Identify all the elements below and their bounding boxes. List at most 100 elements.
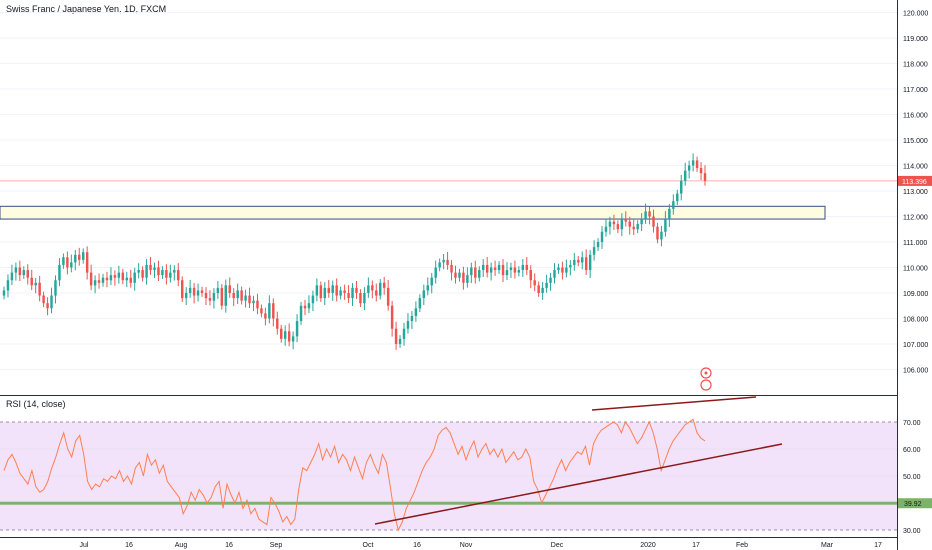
labels: 120.000 119.000 118.000 117.000 116.000 115.0… <box>80 11 932 549</box>
last-price-label: 113.396 <box>902 179 927 186</box>
candle-body <box>699 168 703 174</box>
candle-body <box>687 165 691 171</box>
price-tick-label: 114.000 <box>903 164 928 171</box>
price-tick-label: 120.000 <box>903 11 928 18</box>
candle-body <box>351 287 354 299</box>
candle-body <box>18 267 22 276</box>
candle-body <box>208 298 212 301</box>
rising-trendline <box>374 443 783 525</box>
candle-body <box>580 257 584 263</box>
candle-body <box>616 224 620 230</box>
candle-body <box>307 303 311 309</box>
support-level-line <box>0 501 897 505</box>
candle-body <box>347 293 350 299</box>
candle-body <box>113 275 117 278</box>
candle-body <box>161 270 164 276</box>
candle-body <box>557 267 560 271</box>
rsi-tick-label: 50.00 <box>903 474 921 481</box>
candle-body <box>54 280 57 296</box>
candle-body <box>216 287 220 293</box>
candle-body <box>691 160 695 166</box>
candle-body <box>446 259 449 265</box>
price-tick-label: 113.000 <box>903 189 928 196</box>
candle-body <box>58 264 61 281</box>
candle-body <box>323 287 327 299</box>
candle-body <box>46 303 49 309</box>
candle-body <box>660 231 663 240</box>
price-tick-label: 107.000 <box>903 342 928 349</box>
axes <box>0 0 898 550</box>
candle-body <box>173 270 176 273</box>
candle-body <box>573 259 576 265</box>
candle-body <box>196 290 200 296</box>
time-tick-label: 16 <box>125 542 133 549</box>
candle-body <box>22 270 26 276</box>
candle-body <box>315 285 319 296</box>
candle-body <box>38 282 41 296</box>
candle-body <box>470 267 473 276</box>
candle-body <box>608 221 612 227</box>
price-tick-label: 112.000 <box>903 215 928 222</box>
candle-body <box>521 264 525 271</box>
candle-body <box>553 270 556 278</box>
price-tick-label: 116.000 <box>903 113 928 120</box>
price-tick-label: 117.000 <box>903 87 928 94</box>
candle-body <box>656 226 659 240</box>
candle-body <box>363 293 366 304</box>
time-tick-label: Mar <box>821 542 834 549</box>
candle-body <box>117 272 121 278</box>
event-marker-icon <box>700 379 712 391</box>
candle-body <box>339 290 342 296</box>
candle-body <box>386 287 390 306</box>
candle-body <box>565 267 568 273</box>
candle-body <box>596 242 600 248</box>
candle-body <box>97 280 101 283</box>
candle-body <box>34 282 37 286</box>
candle-body <box>454 272 457 278</box>
candle-body <box>109 275 113 281</box>
time-tick-label: Aug <box>175 542 188 549</box>
candle-body <box>129 277 132 283</box>
candle-body <box>577 259 580 263</box>
candle-body <box>85 252 89 273</box>
candle-body <box>406 321 410 329</box>
candle-body <box>311 295 315 304</box>
rsi-tick-label: 70.00 <box>903 420 921 427</box>
rsi-tick-label: 30.00 <box>903 528 921 535</box>
candle-body <box>359 293 362 304</box>
candle-body <box>604 226 608 232</box>
candle-body <box>537 285 540 293</box>
candle-body <box>299 305 303 322</box>
candle-body <box>188 287 192 293</box>
candle-body <box>42 295 45 304</box>
candle-body <box>517 270 521 273</box>
candle-body <box>14 267 18 273</box>
candle-body <box>303 305 307 309</box>
candle-body <box>81 252 85 260</box>
candle-body <box>180 280 184 299</box>
trendlines <box>374 367 783 525</box>
candle-body <box>640 219 643 225</box>
candle-body <box>260 308 263 314</box>
time-tick-label: Jul <box>80 542 89 549</box>
candle-body <box>481 264 485 271</box>
upper-trendline <box>591 396 757 411</box>
candle-body <box>525 264 529 271</box>
candle-body <box>418 298 422 309</box>
candle-body <box>204 293 208 299</box>
candle-body <box>410 315 414 322</box>
candle-body <box>379 282 382 296</box>
candle-body <box>414 308 418 316</box>
candle-body <box>541 287 544 293</box>
resistance-zone <box>0 205 826 220</box>
price-tick-label: 106.000 <box>903 368 928 375</box>
candle-body <box>93 280 97 286</box>
candle-body <box>343 290 346 293</box>
rsi-grid <box>0 421 897 531</box>
candles <box>2 153 707 350</box>
candle-body <box>371 285 374 291</box>
candle-body <box>133 272 136 283</box>
price-tick-label: 108.000 <box>903 317 928 324</box>
rsi-title: RSI (14, close) <box>6 399 66 409</box>
